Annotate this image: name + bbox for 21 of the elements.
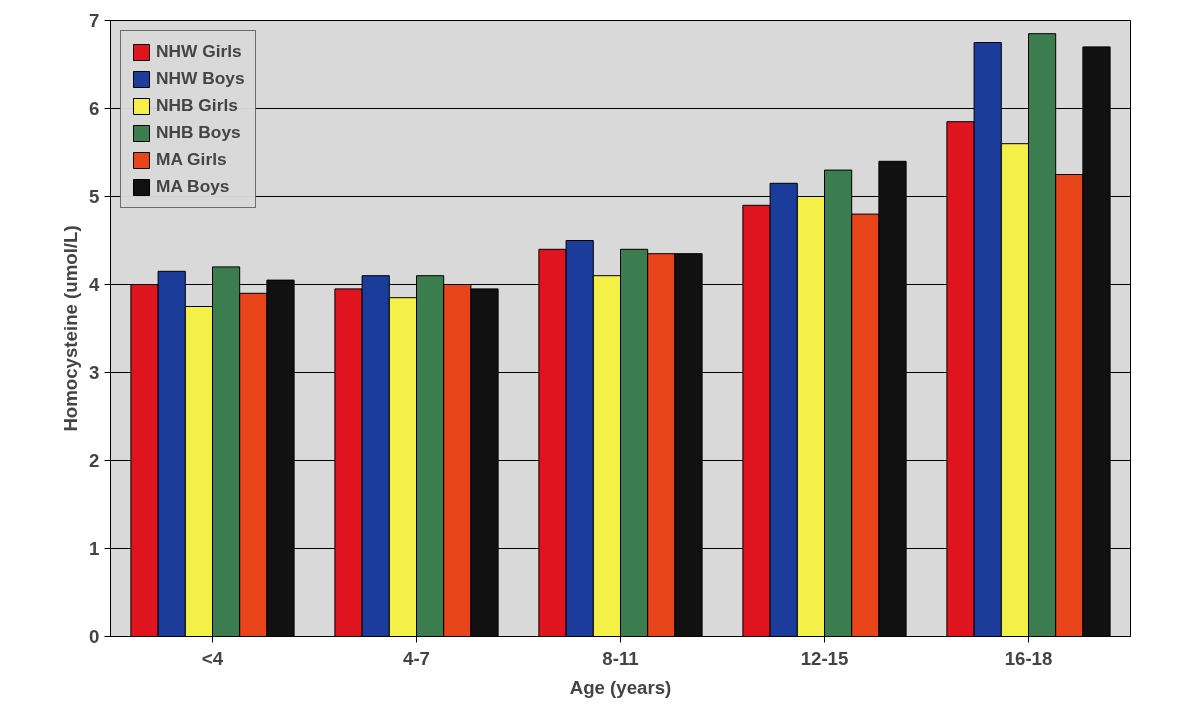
x-tick-label: 8-11 [602, 647, 639, 669]
y-tick-label: 6 [89, 98, 100, 119]
x-tick-label: <4 [201, 647, 224, 669]
y-tick-label: 5 [89, 186, 100, 207]
y-tick-label: 7 [89, 10, 100, 31]
y-axis-title: Homocysteine (umol/L) [60, 225, 82, 432]
y-tick-label: 3 [89, 362, 100, 383]
legend-label: MA Boys [156, 176, 230, 197]
legend-label: MA Girls [156, 149, 227, 170]
y-tick-label: 2 [89, 450, 100, 471]
x-tick-label: 12-15 [800, 647, 849, 669]
y-tick-label: 0 [89, 626, 100, 647]
y-tick-label: 4 [89, 274, 101, 295]
legend-label: NHW Boys [156, 68, 245, 89]
x-tick-label: 4-7 [403, 647, 430, 669]
legend-label: NHB Girls [156, 95, 238, 116]
legend-label: NHW Girls [156, 41, 242, 62]
y-tick-label: 1 [89, 538, 100, 559]
x-axis-title: Age (years) [569, 676, 672, 698]
legend-label: NHB Boys [156, 122, 241, 143]
x-tick-label: 16-18 [1004, 647, 1053, 669]
